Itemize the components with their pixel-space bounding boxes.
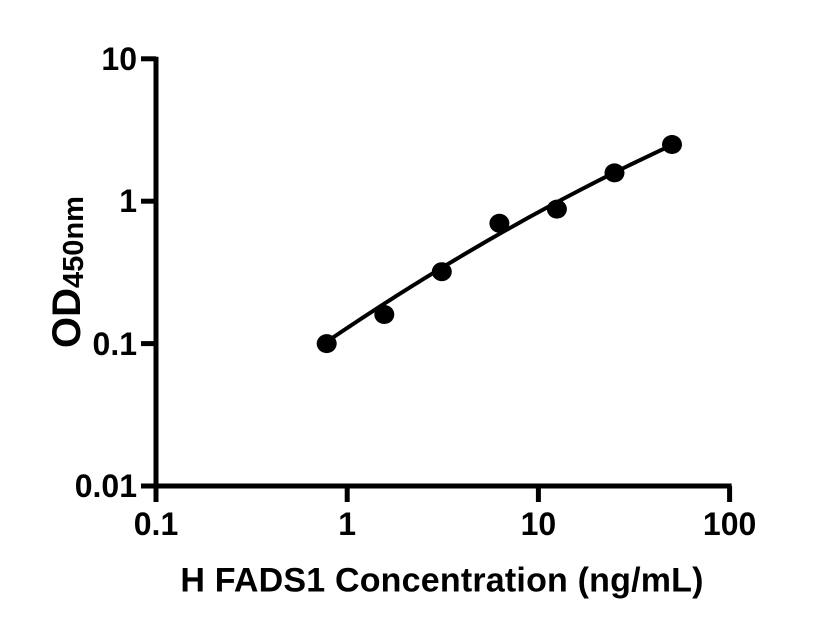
x-axis-tick-label: 0.1 <box>133 506 179 542</box>
x-axis-title: H FADS1 Concentration (ng/mL) <box>180 561 704 600</box>
y-axis-title: OD450nm <box>45 196 90 348</box>
data-point <box>662 135 682 154</box>
x-axis-tick-label: 10 <box>520 506 557 542</box>
y-axis-title-sub: 450nm <box>58 196 90 288</box>
data-point <box>431 262 452 282</box>
y-axis-title-main: OD <box>45 287 89 348</box>
data-point <box>374 305 395 324</box>
x-axis-tick-label: 1 <box>338 506 357 542</box>
data-point <box>316 334 337 354</box>
y-axis-tick-label: 0.1 <box>92 325 137 362</box>
y-axis-tick-label: 1 <box>119 183 137 220</box>
data-point <box>489 213 510 233</box>
y-axis-tick-label: 10 <box>101 40 137 77</box>
y-axis-tick-label: 0.01 <box>74 468 137 504</box>
x-axis-tick-label: 100 <box>702 506 757 542</box>
data-point <box>546 199 567 219</box>
data-point <box>604 163 625 183</box>
